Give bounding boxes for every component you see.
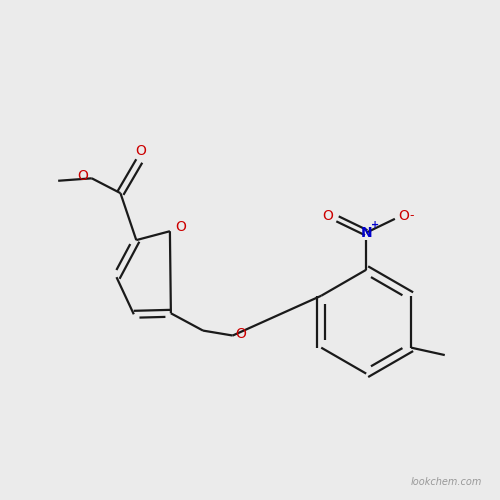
Text: lookchem.com: lookchem.com: [411, 478, 482, 488]
Text: O: O: [235, 327, 246, 341]
Text: O: O: [322, 209, 333, 223]
Text: O: O: [398, 209, 409, 223]
Text: O: O: [136, 144, 146, 158]
Text: O: O: [78, 169, 88, 183]
Text: -: -: [409, 210, 414, 222]
Text: +: +: [370, 220, 378, 230]
Text: N: N: [360, 226, 372, 239]
Text: O: O: [176, 220, 186, 234]
